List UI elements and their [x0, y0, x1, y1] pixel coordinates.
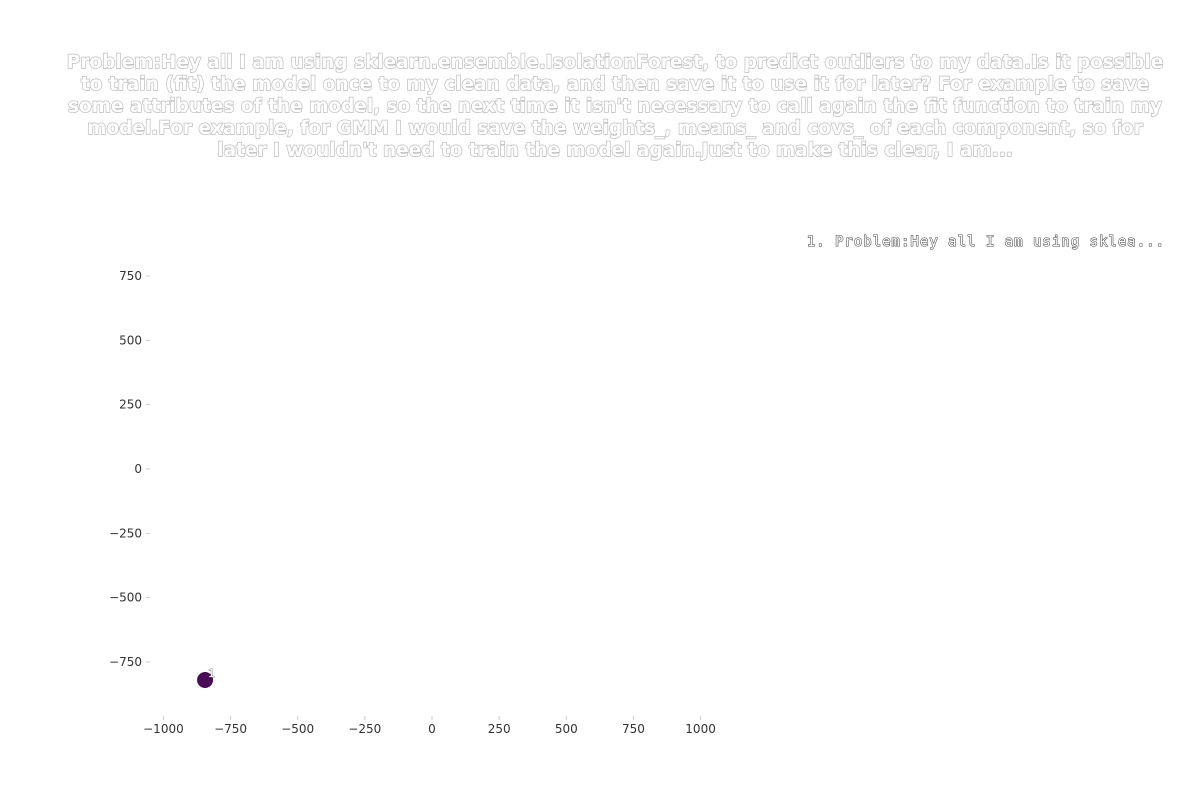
x-tick-label: 500 [555, 722, 578, 736]
y-tick-label: 250 [119, 398, 142, 412]
x-tick-label: 250 [488, 722, 511, 736]
data-point [197, 671, 214, 688]
y-tick-label: 500 [119, 333, 142, 347]
x-tick-label: −1000 [143, 722, 184, 736]
x-tick-label: 0 [428, 722, 436, 736]
y-tick-label: −750 [109, 655, 142, 669]
x-tick-label: 1000 [685, 722, 716, 736]
y-axis: 750 500 250 0 −250 −500 −750 [109, 269, 150, 669]
data-point-label: 1 [208, 667, 215, 680]
y-tick-label: −250 [109, 526, 142, 540]
x-tick-label: 750 [622, 722, 645, 736]
x-tick-label: −250 [348, 722, 381, 736]
data-points: 1 [197, 667, 215, 688]
y-tick-label: −500 [109, 591, 142, 605]
x-axis: −1000 −750 −500 −250 0 250 500 750 1000 [143, 716, 716, 736]
chart-title: Problem:Hey all I am using sklearn.ensem… [66, 51, 1164, 161]
y-tick-label: 750 [119, 269, 142, 283]
legend-entry: 1. Problem:Hey all I am using sklea... [807, 234, 1165, 250]
x-tick-label: −500 [281, 722, 314, 736]
x-tick-label: −750 [214, 722, 247, 736]
y-tick-label: 0 [134, 462, 142, 476]
